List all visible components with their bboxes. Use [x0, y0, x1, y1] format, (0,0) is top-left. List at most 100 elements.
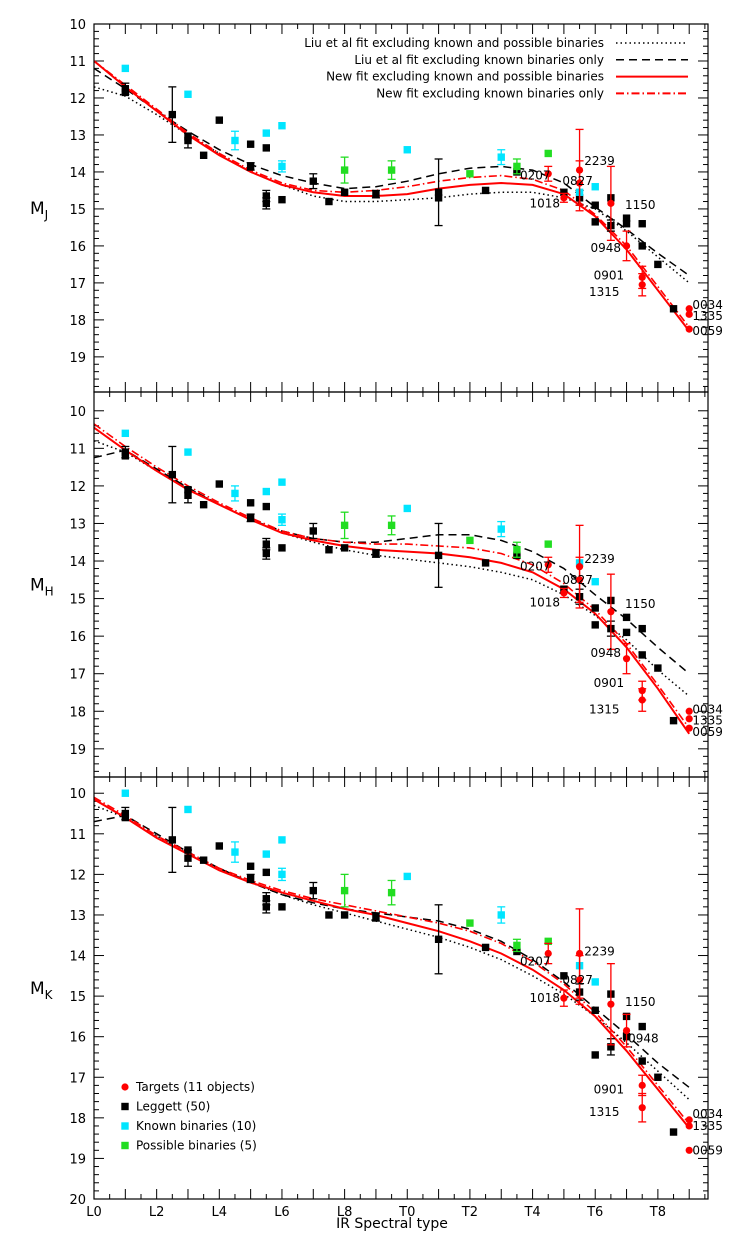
leggett-point: [278, 903, 286, 911]
y-tick-label: 12: [69, 868, 86, 883]
known-point: [497, 911, 505, 919]
target-point: [560, 194, 568, 202]
leggett-point: [278, 195, 286, 204]
y-tick-label: 19: [69, 1152, 86, 1167]
leggett-point: [325, 197, 333, 206]
y-tick-label: 14: [69, 950, 86, 965]
possible-point: [387, 888, 396, 897]
x-tick-label: L6: [274, 1205, 290, 1220]
target-point: [685, 310, 693, 318]
point-legend-label: Targets (11 objects): [135, 1080, 255, 1094]
leggett-point: [434, 551, 443, 560]
leggett-point: [591, 201, 599, 209]
leggett-point: [262, 144, 270, 152]
leggett-point: [199, 856, 208, 864]
y-axis-label: MK: [30, 979, 54, 1002]
target-point: [685, 305, 693, 313]
leggett-point: [168, 470, 177, 479]
y-tick-label: 15: [69, 593, 86, 608]
y-tick-label: 17: [69, 277, 86, 292]
known-point: [121, 429, 130, 438]
target-point: [638, 1104, 646, 1112]
leggett-point: [622, 613, 631, 622]
leggett-point: [372, 549, 380, 558]
leggett-point: [622, 628, 631, 637]
leggett-point: [591, 218, 599, 226]
object-label: 0207: [520, 560, 551, 574]
fit-curve-liu_all: [94, 86, 690, 284]
object-label: 1018: [529, 595, 560, 609]
leggett-point: [262, 540, 270, 548]
leggett-point: [262, 192, 270, 200]
leggett-point: [638, 651, 646, 659]
known-point: [262, 129, 270, 137]
leggett-point: [121, 813, 130, 822]
y-tick-label: 14: [69, 166, 86, 181]
leggett-point: [246, 862, 255, 870]
leggett-point: [215, 842, 224, 850]
fit-curve-new_known: [94, 423, 690, 729]
leggett-point: [262, 868, 270, 877]
known-point: [278, 836, 286, 844]
known-point: [184, 90, 192, 98]
known-point: [278, 122, 286, 130]
known-point: [278, 870, 286, 879]
leggett-point: [372, 190, 380, 198]
possible-point: [544, 937, 552, 946]
target-point: [575, 576, 584, 584]
y-tick-label: 11: [69, 828, 86, 843]
leggett-point: [560, 972, 568, 980]
y-tick-label: 12: [69, 480, 86, 495]
leggett-point: [215, 480, 224, 488]
target-point: [622, 242, 631, 250]
point-legend-label: Leggett (50): [136, 1100, 210, 1114]
point-legend-label: Known binaries (10): [136, 1119, 256, 1133]
leggett-point: [325, 546, 333, 554]
fit-curves: [94, 796, 690, 1129]
fit-curve-new_all: [94, 60, 690, 332]
leggett-point: [654, 664, 662, 672]
target-point: [544, 949, 552, 958]
leggett-point: [246, 162, 255, 171]
leggett-point: [669, 1128, 678, 1136]
target-point: [560, 589, 568, 597]
known-point: [497, 153, 505, 161]
leggett-point: [262, 549, 270, 558]
object-label: 2239: [584, 154, 615, 168]
fit-legend: Liu et al fit excluding known and possib…: [304, 36, 688, 100]
known-point: [121, 789, 130, 797]
leggett-point: [168, 836, 177, 844]
leggett-point: [434, 935, 443, 944]
object-label: 1150: [625, 597, 656, 611]
known-point: [278, 478, 286, 486]
leggett-point: [622, 220, 631, 228]
fit-legend-label: New fit excluding known and possible bin…: [326, 70, 604, 84]
leggett-point: [591, 1006, 599, 1015]
leggett-point: [215, 116, 224, 124]
leggett-point: [199, 500, 208, 509]
object-label: 0948: [591, 241, 622, 255]
target-point: [544, 170, 552, 178]
object-label: 0207: [520, 955, 551, 969]
y-tick-label: 11: [69, 442, 86, 457]
leggett-point: [654, 260, 662, 269]
leggett-point: [340, 544, 349, 552]
leggett-point: [372, 913, 380, 921]
leggett-point: [638, 242, 646, 250]
x-tick-label: T2: [461, 1205, 478, 1220]
leggett-point: [262, 895, 270, 903]
target-point: [575, 179, 584, 187]
fit-curve-liu_known: [94, 449, 690, 675]
x-tick-label: T6: [586, 1205, 603, 1220]
target-point: [685, 1116, 693, 1124]
known-point: [231, 848, 239, 856]
leggett-point: [246, 874, 255, 883]
possible-point: [513, 941, 521, 950]
known-point: [184, 448, 192, 456]
fit-curve-new_known: [94, 796, 690, 1125]
leggett-point: [325, 911, 333, 919]
object-label: 1150: [625, 995, 656, 1009]
y-tick-label: 13: [69, 517, 86, 532]
leggett-point: [638, 1022, 646, 1031]
